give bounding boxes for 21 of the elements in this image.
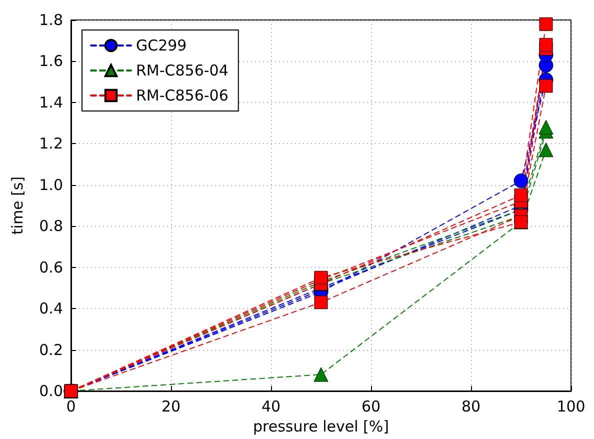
- y-tick-label: 0.6: [39, 258, 63, 276]
- y-tick-label: 0.2: [39, 340, 63, 359]
- y-tick-label: 0.0: [39, 382, 63, 400]
- x-tick-label: 0: [66, 398, 76, 416]
- y-tick-label: 1.2: [39, 134, 63, 153]
- legend-label: RM-C856-04: [136, 62, 228, 80]
- x-tick-label: 40: [261, 398, 281, 416]
- x-tick-label: 20: [161, 398, 181, 416]
- y-tick-label: 1.0: [39, 176, 63, 194]
- y-axis-title: time [s]: [8, 176, 26, 235]
- y-tick-label: 1.6: [39, 52, 63, 70]
- y-tick-label: 1.8: [39, 11, 63, 29]
- x-axis-title: pressure level [%]: [253, 418, 389, 436]
- legend-label: GC299: [136, 36, 187, 54]
- x-tick-label: 100: [556, 398, 586, 416]
- y-tick-label: 0.8: [39, 217, 63, 236]
- x-tick-label: 80: [461, 398, 481, 416]
- legend-label: RM-C856-06: [136, 86, 228, 104]
- y-tick-label: 1.4: [39, 93, 63, 112]
- y-tick-label: 0.4: [39, 300, 63, 318]
- x-tick-label: 60: [361, 398, 381, 416]
